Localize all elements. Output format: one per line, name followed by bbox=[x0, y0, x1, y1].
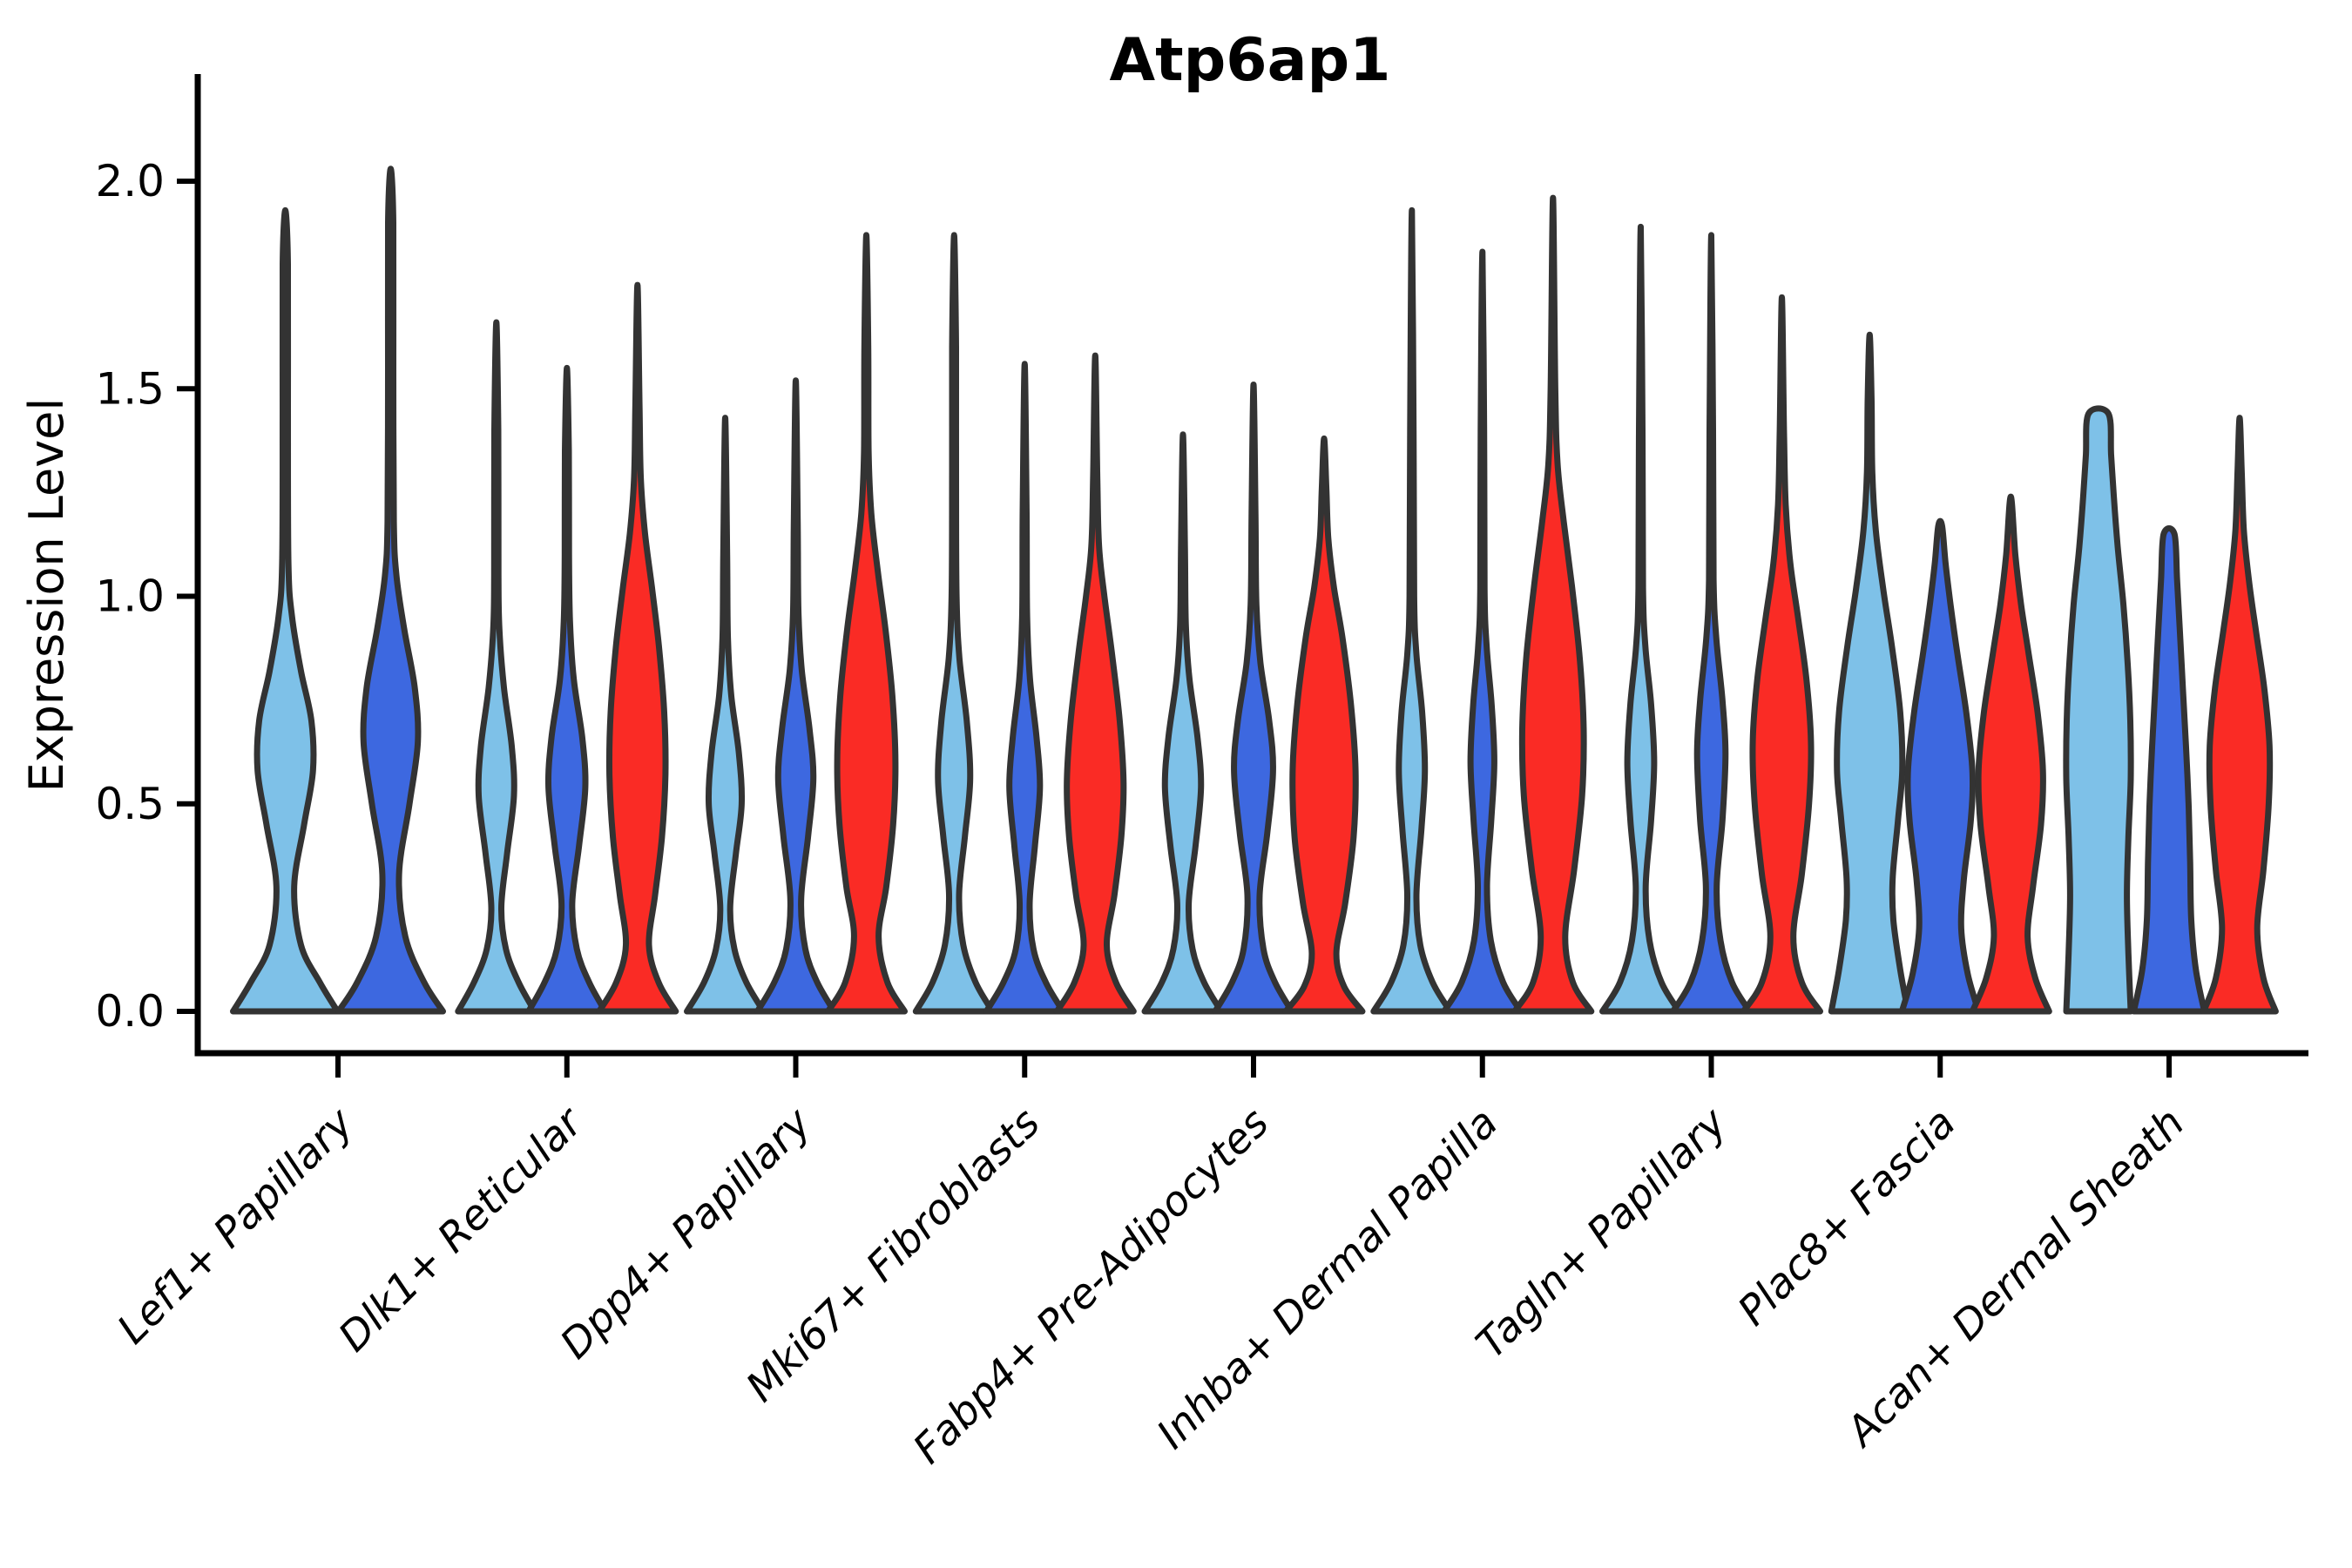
y-tick-label-2.0: 2.0 bbox=[95, 156, 165, 206]
y-tick-label-0.5: 0.5 bbox=[95, 779, 165, 829]
violin-dpp4-papillary-red bbox=[825, 232, 908, 1015]
violin-inhba-dermal-papilla-dark_blue bbox=[1441, 248, 1524, 1015]
violin-plac8-fascia-red bbox=[1969, 493, 2052, 1015]
violin-dpp4-papillary-light_blue bbox=[684, 415, 767, 1015]
x-tick-label-tagln-papillary: Tagln+ Papillary bbox=[1467, 1098, 1737, 1369]
violin-mki67-fibroblasts-red bbox=[1053, 352, 1137, 1015]
violin-inhba-dermal-papilla-light_blue bbox=[1370, 206, 1454, 1015]
violin-lef1-papillary-dark_blue bbox=[335, 166, 446, 1015]
violins-layer bbox=[230, 166, 2279, 1015]
violin-dpp4-papillary-dark_blue bbox=[754, 377, 837, 1015]
violin-fabp4-pre-adipocytes-dark_blue bbox=[1212, 382, 1295, 1015]
violin-acan-dermal-sheath-light_blue bbox=[2063, 405, 2134, 1015]
violin-tagln-papillary-light_blue bbox=[1599, 223, 1682, 1015]
y-axis-label: Expression Level bbox=[19, 398, 74, 793]
violin-tagln-papillary-red bbox=[1740, 294, 1823, 1015]
y-tick-label-1.5: 1.5 bbox=[95, 363, 165, 414]
y-tick-label-0.0: 0.0 bbox=[95, 986, 165, 1037]
violin-dlk1-reticular-red bbox=[596, 281, 679, 1015]
x-tick-label-dpp4-papillary: Dpp4+ Papillary bbox=[551, 1098, 821, 1369]
x-tick-label-plac8-fascia: Plac8+ Fascia bbox=[1729, 1099, 1965, 1335]
violin-acan-dermal-sheath-dark_blue bbox=[2131, 525, 2207, 1015]
violin-inhba-dermal-papilla-red bbox=[1511, 194, 1595, 1015]
violin-lef1-papillary-light_blue bbox=[230, 206, 341, 1015]
violin-tagln-papillary-dark_blue bbox=[1670, 232, 1753, 1015]
y-tick-label-1.0: 1.0 bbox=[95, 571, 165, 622]
violin-mki67-fibroblasts-light_blue bbox=[912, 232, 996, 1015]
violin-plac8-fascia-dark_blue bbox=[1898, 517, 1982, 1015]
violin-fabp4-pre-adipocytes-light_blue bbox=[1141, 431, 1225, 1015]
violin-plac8-fascia-light_blue bbox=[1828, 331, 1911, 1015]
violin-fabp4-pre-adipocytes-red bbox=[1282, 435, 1366, 1015]
plot-title: Atp6ap1 bbox=[1110, 26, 1391, 95]
violin-dlk1-reticular-dark_blue bbox=[525, 364, 609, 1015]
x-tick-label-dlk1-reticular: Dlk1+ Reticular bbox=[329, 1098, 593, 1362]
violin-mki67-fibroblasts-dark_blue bbox=[983, 361, 1066, 1015]
violin-dlk1-reticular-light_blue bbox=[455, 319, 538, 1015]
x-tick-label-lef1-papillary: Lef1+ Papillary bbox=[108, 1098, 363, 1354]
violin-acan-dermal-sheath-red bbox=[2200, 415, 2279, 1015]
